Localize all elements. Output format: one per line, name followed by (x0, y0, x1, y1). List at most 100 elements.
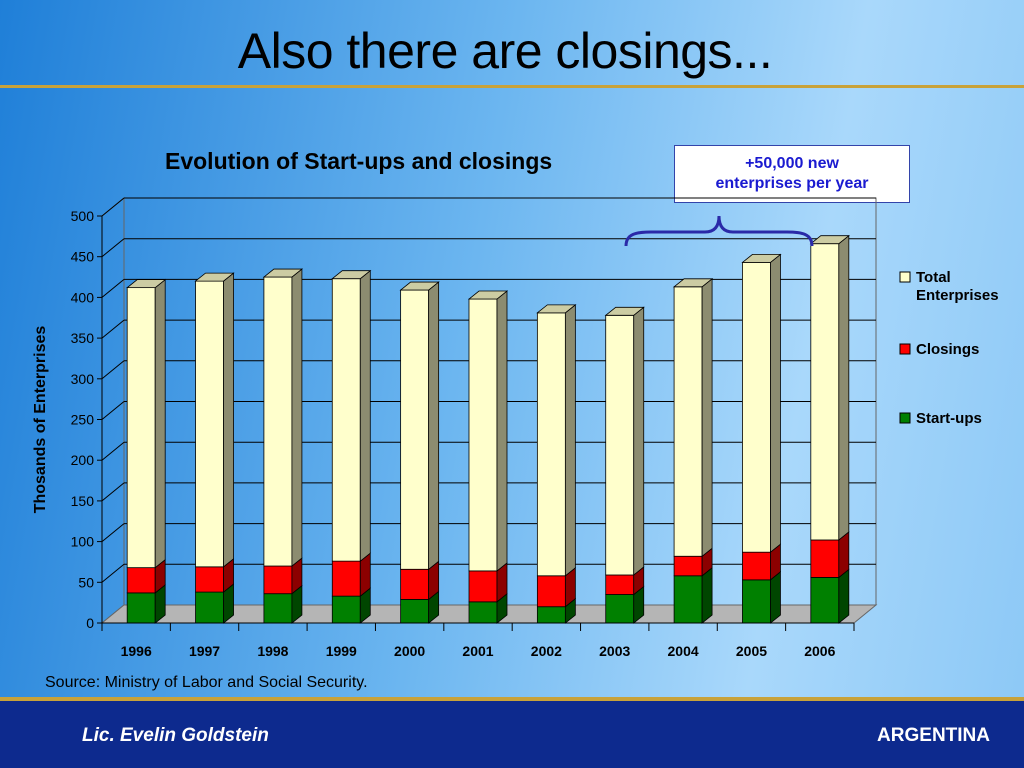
bar-side (770, 571, 781, 624)
x-tick-label: 1996 (121, 643, 152, 659)
x-tick-label: 2000 (394, 643, 425, 659)
bar-total-enterprises-2001 (468, 298, 498, 572)
y-tick-label: 100 (71, 534, 95, 550)
bar-top (672, 278, 714, 288)
bar-side (701, 277, 713, 558)
bar-start-ups-1998 (263, 593, 293, 624)
bar-side (154, 278, 166, 569)
bar-total-enterprises-1998 (263, 276, 293, 567)
bar-total-enterprises-1999 (331, 278, 361, 562)
source-note: Source: Ministry of Labor and Social Sec… (45, 674, 368, 691)
gridline-side (101, 401, 125, 420)
bar-top (536, 304, 577, 314)
y-tick-label: 300 (71, 371, 95, 387)
gridline-side (101, 563, 125, 583)
bar-side (291, 268, 303, 567)
gridline-side (101, 197, 125, 217)
bar-start-ups-2005 (742, 579, 771, 624)
y-tick-label: 150 (71, 493, 95, 509)
gridline-side (101, 441, 125, 461)
bar-start-ups-2002 (536, 606, 566, 624)
bar-total-enterprises-2002 (536, 312, 566, 577)
bar-side (564, 304, 576, 577)
x-tick-label: 1998 (257, 643, 288, 659)
bar-closings-1998 (263, 565, 293, 595)
callout-line-2: enterprises per year (715, 175, 869, 192)
bar-start-ups-2000 (400, 598, 430, 624)
bar-total-enterprises-2000 (400, 289, 430, 570)
author-name: Lic. Evelin Goldstein (82, 725, 269, 746)
bar-closings-2004 (673, 555, 703, 577)
bar-closings-1996 (126, 567, 156, 594)
bar-start-ups-1996 (126, 592, 156, 624)
gridline-side (101, 360, 125, 380)
chart-title: Evolution of Start-ups and closings (165, 148, 553, 174)
bar-start-ups-2006 (810, 577, 840, 624)
bar-start-ups-2003 (605, 594, 635, 624)
x-tick-label: 2001 (462, 643, 493, 659)
bar-side (838, 234, 850, 541)
bar-start-ups-2004 (673, 575, 703, 624)
x-tick-label: 2003 (599, 643, 630, 659)
x-tick-label: 1999 (326, 643, 357, 659)
title-divider (0, 85, 1024, 88)
gridline-side (101, 319, 125, 339)
bar-top (467, 290, 509, 300)
gridline-side (101, 523, 125, 542)
legend-label-closings: Closings (916, 341, 979, 358)
slide-title: Also there are closings... (237, 23, 773, 79)
legend-label-start-ups: Start-ups (916, 410, 982, 427)
stacked-bar-chart: 0 50 100 150 200 250 300 350 400 450 500 Thosands o… (32, 196, 999, 659)
bar-side (701, 566, 713, 624)
bar-side (359, 269, 371, 562)
y-axis-label: Thosands of Enterprises (32, 326, 49, 514)
bar-top (126, 279, 167, 289)
y-tick-label: 500 (71, 208, 95, 224)
footer-divider (0, 697, 1024, 701)
y-tick-label: 250 (71, 412, 95, 428)
x-tick-label: 2004 (668, 643, 699, 659)
bar-side (633, 306, 645, 576)
bar-top (331, 270, 372, 280)
x-tick-label: 2005 (736, 643, 767, 659)
bar-total-enterprises-2003 (605, 314, 635, 576)
bar-side (838, 568, 850, 624)
y-tick-label: 50 (78, 574, 94, 590)
curly-brace-annotation (624, 215, 814, 247)
bar-top (604, 306, 645, 316)
x-tick-label: 2002 (531, 643, 562, 659)
new-enterprises-callout: +50,000 new enterprises per year (674, 145, 910, 203)
bar-side (770, 253, 781, 554)
gridline-side (101, 238, 125, 258)
bar-total-enterprises-1996 (126, 287, 156, 569)
footer-bar: Lic. Evelin Goldstein ARGENTINA (0, 701, 1024, 768)
country-label: ARGENTINA (877, 725, 990, 746)
bar-top (262, 268, 304, 278)
legend-label-total-enterprises: Total Enterprises (916, 269, 999, 304)
bar-side (428, 281, 440, 571)
bar-closings-2001 (468, 570, 498, 603)
legend-swatch-closings (899, 343, 911, 355)
bar-closings-2006 (810, 539, 840, 578)
legend-swatch-total-enterprises (899, 271, 911, 283)
x-tick-label: 1997 (189, 643, 220, 659)
bar-total-enterprises-1997 (195, 280, 224, 568)
gridline-side (101, 279, 125, 298)
x-tick-label: 2006 (804, 643, 835, 659)
y-tick-label: 350 (71, 330, 95, 346)
bar-top (399, 281, 440, 291)
gridline-side (101, 482, 125, 502)
y-tick-label: 450 (71, 249, 95, 265)
bar-top (809, 235, 850, 245)
bar-closings-1999 (331, 560, 361, 597)
bar-start-ups-2001 (468, 601, 498, 624)
y-tick-label: 0 (86, 615, 94, 631)
bar-closings-2000 (400, 568, 430, 600)
bar-side (496, 290, 508, 572)
bar-closings-1997 (195, 566, 224, 593)
bar-total-enterprises-2006 (810, 243, 840, 541)
bar-top (741, 253, 782, 263)
callout-line-1: +50,000 new (745, 155, 839, 172)
bar-start-ups-1999 (331, 595, 361, 624)
bar-side (223, 272, 234, 568)
